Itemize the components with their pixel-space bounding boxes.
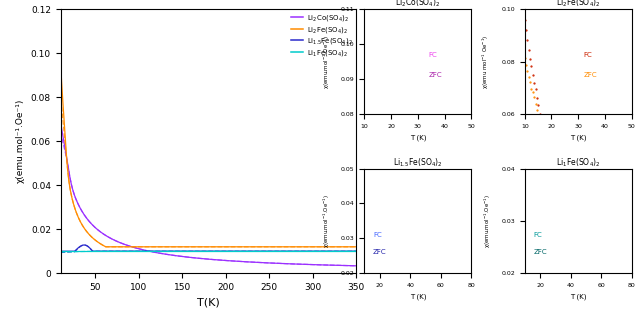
X-axis label: T (K): T (K) — [570, 134, 586, 141]
Text: ZFC: ZFC — [533, 249, 547, 255]
X-axis label: T (K): T (K) — [410, 294, 426, 300]
Text: ZFC: ZFC — [584, 73, 597, 78]
X-axis label: T (K): T (K) — [410, 134, 426, 141]
Y-axis label: χ(emu.mol$^{-1}$.Oe$^{-1}$): χ(emu.mol$^{-1}$.Oe$^{-1}$) — [322, 35, 332, 89]
Text: FC: FC — [533, 231, 542, 238]
Y-axis label: χ(emu mol$^{-1}$ Oe$^{-1}$): χ(emu mol$^{-1}$ Oe$^{-1}$) — [480, 35, 491, 89]
Title: Li$_2$Fe(SO$_4$)$_2$: Li$_2$Fe(SO$_4$)$_2$ — [556, 0, 600, 9]
Title: Li$_2$Co(SO$_4$)$_2$: Li$_2$Co(SO$_4$)$_2$ — [395, 0, 441, 9]
X-axis label: T(K): T(K) — [197, 297, 219, 307]
Title: Li$_1$Fe(SO$_4$)$_2$: Li$_1$Fe(SO$_4$)$_2$ — [556, 156, 600, 169]
Text: FC: FC — [584, 51, 592, 57]
Y-axis label: χ(emu.mol⁻¹.Oe⁻¹): χ(emu.mol⁻¹.Oe⁻¹) — [16, 99, 26, 183]
Y-axis label: χ(emu.mol$^{-1}$.Oe$^{-1}$): χ(emu.mol$^{-1}$.Oe$^{-1}$) — [322, 194, 332, 248]
Text: ZFC: ZFC — [373, 249, 387, 255]
Title: Li$_{1.5}$Fe(SO$_4$)$_2$: Li$_{1.5}$Fe(SO$_4$)$_2$ — [393, 156, 443, 169]
Text: ZFC: ZFC — [429, 73, 442, 78]
Text: FC: FC — [429, 51, 437, 57]
Y-axis label: χ(emu.mol$^{-1}$.Oe$^{-1}$): χ(emu.mol$^{-1}$.Oe$^{-1}$) — [482, 194, 493, 248]
X-axis label: T (K): T (K) — [570, 294, 586, 300]
Legend: Li$_2$Co(SO$_4$)$_2$, Li$_2$Fe(SO$_4$)$_2$, Li$_{1.5}$Fe(SO$_4$)$_2$, Li$_1$Fe(S: Li$_2$Co(SO$_4$)$_2$, Li$_2$Fe(SO$_4$)$_… — [291, 13, 352, 58]
Text: FC: FC — [373, 231, 382, 238]
